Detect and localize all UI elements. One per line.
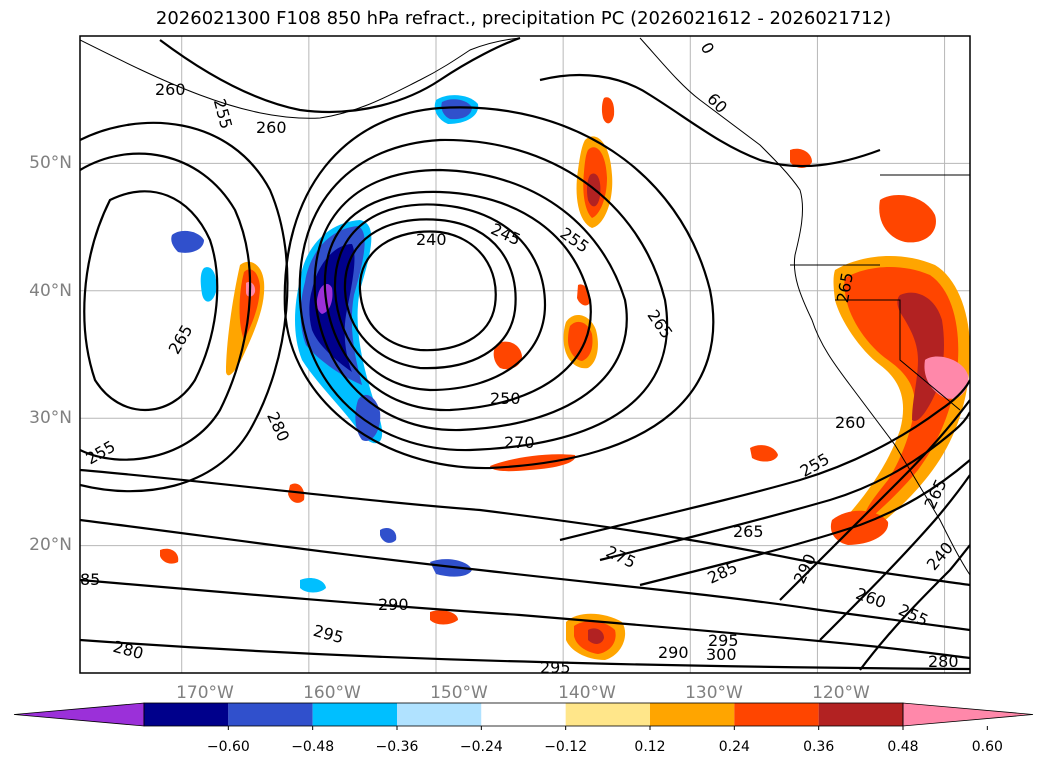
contour-label: 240 bbox=[416, 230, 447, 249]
contour-label: 270 bbox=[504, 433, 535, 452]
colorbar-bin bbox=[818, 703, 903, 726]
contour-label: 295 bbox=[708, 631, 739, 650]
contour-290 bbox=[80, 638, 970, 671]
y-tick-label: 40°N bbox=[29, 281, 72, 301]
pos-goa-north bbox=[601, 97, 615, 124]
colorbar-tick-label: −0.48 bbox=[291, 739, 334, 755]
contour-280 bbox=[80, 518, 970, 632]
y-axis-labels: 50°N 40°N 30°N 20°N bbox=[29, 153, 72, 555]
contour-label: 300 bbox=[706, 645, 737, 664]
contour-label: 290 bbox=[378, 595, 409, 614]
colorbar-tick-label: −0.60 bbox=[207, 739, 250, 755]
y-tick-label: 20°N bbox=[29, 535, 72, 555]
colorbar-extend-low bbox=[13, 702, 145, 727]
neg-south-left bbox=[300, 577, 326, 593]
pos-far-west bbox=[160, 548, 179, 564]
contour-label: 260 bbox=[155, 80, 186, 99]
pos-coast-peak bbox=[924, 356, 969, 399]
x-tick-label: 120°W bbox=[812, 683, 870, 703]
contour-275 bbox=[80, 468, 970, 587]
colorbar-bin bbox=[312, 703, 397, 726]
contour-260 bbox=[313, 168, 628, 432]
colorbar-bin bbox=[565, 703, 650, 726]
contour-west-265 bbox=[83, 190, 219, 411]
pos-138w-east bbox=[493, 341, 522, 370]
contour-255 bbox=[323, 190, 592, 412]
neg-west-strip bbox=[200, 267, 217, 302]
contour-label: 260 bbox=[835, 413, 866, 432]
colorbar-tick-label: −0.24 bbox=[460, 739, 503, 755]
contour-label: 280 bbox=[928, 652, 959, 671]
contour-label: 290 bbox=[658, 643, 689, 662]
coastlines bbox=[80, 37, 970, 576]
pos-coast-north bbox=[879, 195, 936, 243]
neg-south-right bbox=[380, 528, 397, 543]
coast-alaska bbox=[80, 37, 521, 119]
contour-label: 295 bbox=[540, 658, 571, 677]
refractivity-contours bbox=[80, 36, 970, 671]
contour-270 bbox=[283, 106, 715, 470]
contour-east-grad-3 bbox=[639, 459, 970, 587]
x-axis-labels: 170°W 160°W 150°W 140°W 130°W 120°W bbox=[176, 683, 870, 703]
contour-250 bbox=[333, 203, 547, 392]
contour-265 bbox=[298, 138, 669, 452]
colorbar-bin bbox=[481, 703, 566, 726]
contour-245 bbox=[343, 218, 517, 370]
colorbar-bin bbox=[397, 703, 482, 726]
map-plot-area: 260 255 260 265 280 255 240 245 255 265 … bbox=[80, 36, 970, 677]
colorbar-tick-label: 0.60 bbox=[972, 739, 1003, 755]
contour-label: 85 bbox=[80, 570, 100, 589]
colorbar-tick-label: 0.24 bbox=[719, 739, 750, 755]
contour-west-255 bbox=[80, 121, 289, 493]
contour-west-260 bbox=[80, 152, 252, 461]
neg-band-core bbox=[309, 244, 355, 372]
contour-label: 250 bbox=[490, 389, 521, 408]
border-state-or-ca bbox=[835, 299, 961, 411]
pos-far-south-west bbox=[430, 610, 458, 625]
colorbar-bin bbox=[734, 703, 819, 726]
colorbar-bin bbox=[228, 703, 313, 726]
contour-label: 265 bbox=[733, 522, 764, 541]
contour-285 bbox=[80, 578, 970, 660]
x-tick-label: 130°W bbox=[685, 683, 743, 703]
contour-north-260 bbox=[159, 36, 521, 114]
colorbar-tick-label: 0.12 bbox=[634, 739, 665, 755]
contour-se-3 bbox=[859, 544, 970, 671]
y-tick-label: 30°N bbox=[29, 408, 72, 428]
contour-label: 260 bbox=[256, 118, 287, 137]
colorbar-tick-label: −0.12 bbox=[544, 739, 587, 755]
contour-se-1 bbox=[779, 399, 970, 601]
pos-sub-east bbox=[750, 445, 778, 462]
contour-east-grad-1 bbox=[559, 379, 970, 542]
contour-east-grad-2 bbox=[599, 411, 970, 562]
contour-north-265 bbox=[539, 73, 881, 168]
colorbar-tick-label: −0.36 bbox=[376, 739, 419, 755]
pos-138w-inner bbox=[568, 321, 593, 361]
x-tick-label: 160°W bbox=[303, 683, 361, 703]
x-tick-label: 150°W bbox=[430, 683, 488, 703]
x-tick-label: 140°W bbox=[558, 683, 616, 703]
colorbar: −0.60 −0.48 −0.36 −0.24 −0.12 0.12 0.24 0.36 0.4… bbox=[13, 702, 1034, 755]
colorbar-bin bbox=[650, 703, 735, 726]
pos-coast-core bbox=[897, 292, 944, 421]
coast-canada bbox=[639, 37, 970, 576]
pos-coast-nw bbox=[790, 148, 812, 168]
colorbar-bin bbox=[144, 703, 229, 726]
neg-band-peak bbox=[316, 284, 333, 314]
colorbar-extend-high bbox=[902, 702, 1034, 727]
chart-title: 2026021300 F108 850 hPa refract., precip… bbox=[155, 8, 892, 29]
colorbar-tick-label: 0.48 bbox=[887, 739, 918, 755]
y-tick-label: 50°N bbox=[29, 153, 72, 173]
x-tick-label: 170°W bbox=[176, 683, 234, 703]
plot-frame bbox=[79, 35, 971, 674]
colorbar-frame bbox=[143, 702, 904, 727]
pos-south-core bbox=[588, 628, 604, 644]
contour-se-2 bbox=[819, 474, 970, 641]
neg-alaska-inner bbox=[441, 99, 472, 120]
colorbar-tick-label: 0.36 bbox=[803, 739, 834, 755]
neg-west-outer bbox=[171, 230, 204, 253]
contour-240 bbox=[358, 230, 497, 352]
